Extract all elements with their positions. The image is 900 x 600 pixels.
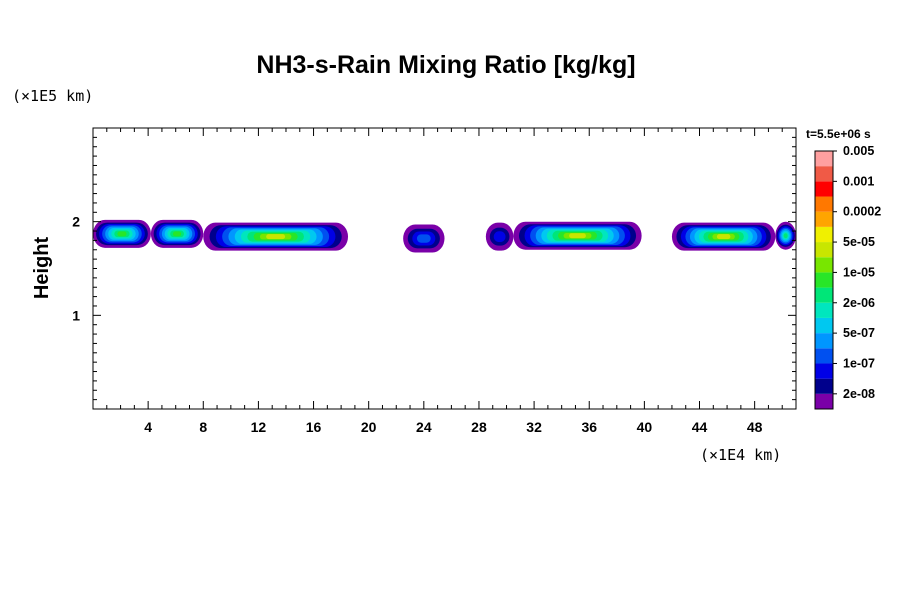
colorbar-label: 0.0002 xyxy=(843,205,881,219)
colorbar-swatch xyxy=(815,196,833,212)
cloud-segment xyxy=(203,222,349,251)
colorbar-swatch xyxy=(815,166,833,182)
contour-level xyxy=(716,234,731,240)
x-axis: 4 8 12 16 20 24 28 32 36 40 44 48 xyxy=(106,128,783,435)
colorbar-swatch xyxy=(815,363,833,379)
cloud-contours xyxy=(93,219,796,253)
y-axis: 12 xyxy=(72,136,796,401)
x-tick-label: 24 xyxy=(416,419,432,435)
contour-level xyxy=(416,234,431,243)
contour-level xyxy=(172,231,182,237)
chart-title: NH3-s-Rain Mixing Ratio [kg/kg] xyxy=(256,51,635,79)
colorbar-swatch xyxy=(815,226,833,243)
colorbar-swatch xyxy=(815,257,833,273)
colorbar-swatch xyxy=(815,302,833,318)
colorbar-label: 0.005 xyxy=(843,144,874,158)
colorbar-swatch xyxy=(815,348,833,364)
colorbar-swatch xyxy=(815,211,833,227)
cloud-segment xyxy=(671,222,776,251)
cloud-segment xyxy=(513,221,642,250)
y-tick-label: 2 xyxy=(72,214,80,230)
colorbar-swatch xyxy=(815,317,833,334)
colorbar-label: 1e-05 xyxy=(843,265,875,279)
plot-frame xyxy=(92,127,797,410)
x-tick-label: 28 xyxy=(471,419,487,435)
x-tick-label: 32 xyxy=(526,419,542,435)
colorbar-label: 1e-07 xyxy=(843,356,875,370)
colorbar-label: 5e-05 xyxy=(843,235,875,249)
colorbar-swatch xyxy=(815,151,833,167)
cloud-segment xyxy=(485,222,514,251)
colorbar-label: 5e-07 xyxy=(843,326,875,340)
cloud-segment xyxy=(93,219,151,248)
colorbar-swatch xyxy=(815,242,833,258)
contour-level xyxy=(117,231,127,237)
x-tick-label: 36 xyxy=(581,419,597,435)
colorbar-swatch xyxy=(815,378,833,394)
contour-level xyxy=(266,234,286,240)
x-tick-label: 8 xyxy=(199,419,207,435)
colorbar-swatch xyxy=(815,393,833,409)
colorbar: 2e-08 1e-07 5e-07 2e-06 1e-05 5e-05 0.0002 0.00… xyxy=(814,144,881,410)
x-tick-label: 44 xyxy=(692,419,708,435)
colorbar-label: 2e-08 xyxy=(843,387,875,401)
y-tick-label: 1 xyxy=(72,307,80,323)
contour-level xyxy=(569,233,586,239)
x-tick-label: 4 xyxy=(144,419,152,435)
cloud-segment xyxy=(403,224,445,253)
colorbar-swatch xyxy=(815,181,833,197)
x-tick-label: 20 xyxy=(361,419,377,435)
cloud-segment xyxy=(150,219,204,248)
x-scale-label: (×1E4 km) xyxy=(700,446,781,464)
contour-level xyxy=(783,233,788,239)
x-tick-label: 48 xyxy=(747,419,763,435)
y-axis-label: Height xyxy=(31,237,53,300)
colorbar-swatch xyxy=(815,272,833,288)
x-tick-label: 16 xyxy=(306,419,322,435)
colorbar-swatch xyxy=(815,287,833,303)
contour-level xyxy=(493,231,506,243)
colorbar-swatch xyxy=(815,333,833,349)
plot-area xyxy=(92,127,797,410)
time-label: t=5.5e+06 s xyxy=(806,127,871,141)
colorbar-label: 2e-06 xyxy=(843,296,875,310)
x-tick-label: 40 xyxy=(637,419,653,435)
colorbar-frame xyxy=(814,150,834,410)
colorbar-label: 0.001 xyxy=(843,174,874,188)
cloud-segment xyxy=(775,221,796,250)
y-scale-label: (×1E5 km) xyxy=(12,87,93,105)
x-tick-label: 12 xyxy=(251,419,267,435)
